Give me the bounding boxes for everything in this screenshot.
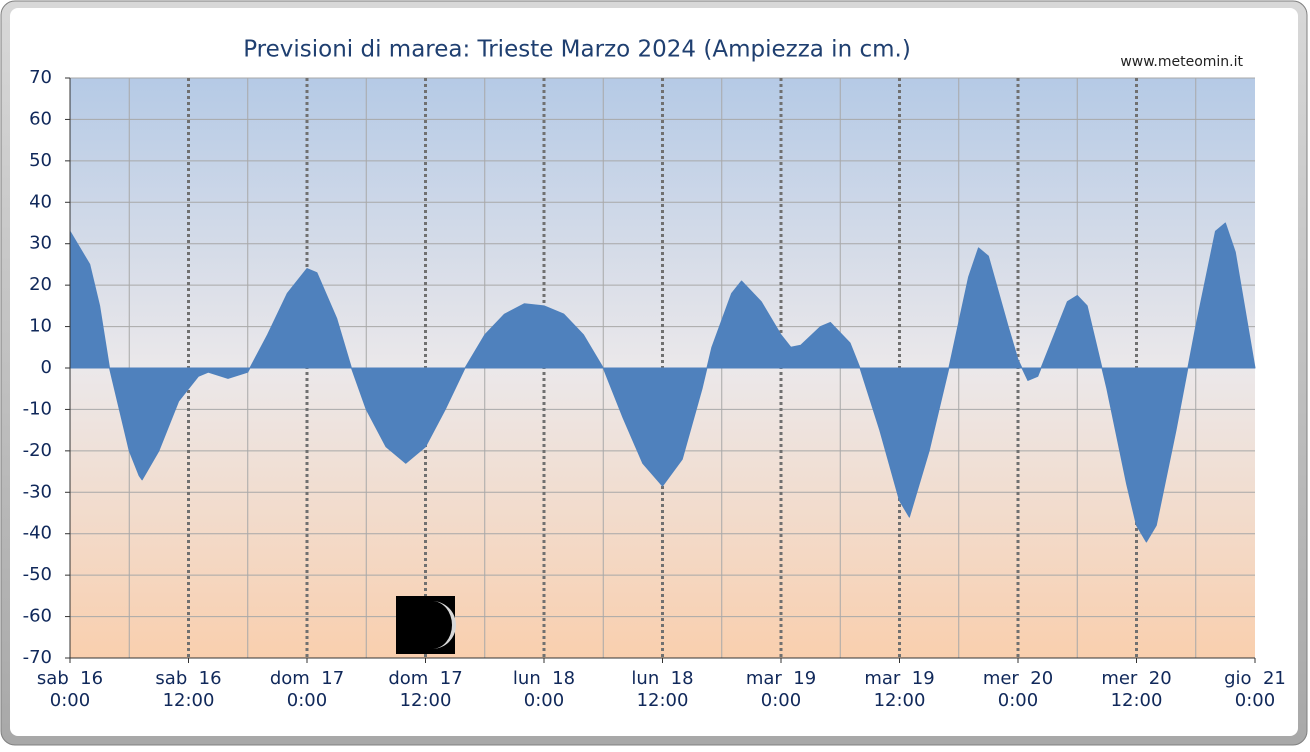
y-tick-label: 30 [29,233,52,254]
x-tick-label: 0:00 [761,690,801,711]
x-tick-label: mar 19 [864,668,934,689]
chart-title: Previsioni di marea: Trieste Marzo 2024 … [243,37,911,63]
y-tick-label: 0 [41,357,52,378]
x-tick-label: sab 16 [37,668,103,689]
x-tick-label: 0:00 [524,690,564,711]
x-tick-label: 12:00 [1111,690,1163,711]
x-tick-label: dom 17 [388,668,462,689]
x-tick-label: 12:00 [163,690,215,711]
x-tick-label: lun 18 [513,668,575,689]
y-tick-label: -10 [23,398,52,419]
x-tick-label: sab 16 [155,668,221,689]
x-tick-label: 12:00 [874,690,926,711]
x-tick-label: mer 20 [1101,668,1171,689]
y-tick-label: 70 [29,67,52,88]
x-tick-label: 0:00 [50,690,90,711]
y-tick-label: 10 [29,316,52,337]
y-tick-label: -20 [23,440,52,461]
y-tick-label: -50 [23,564,52,585]
x-tick-label: 0:00 [1235,690,1275,711]
y-tick-label: -70 [23,647,52,668]
area [69,222,1256,543]
x-tick-label: dom 17 [270,668,344,689]
x-tick-label: mer 20 [983,668,1053,689]
y-tick-label: 60 [29,108,52,129]
moon-icon [396,596,456,654]
watermark: www.meteomin.it [1120,54,1243,70]
y-tick-label: 20 [29,274,52,295]
x-tick-label: 0:00 [287,690,327,711]
y-tick-label: 50 [29,150,52,171]
x-tick-label: 12:00 [637,690,689,711]
x-tick-label: mar 19 [746,668,816,689]
x-tick-label: lun 18 [631,668,693,689]
x-tick-label: gio 21 [1224,668,1286,689]
y-tick-label: -40 [23,523,52,544]
y-tick-label: -30 [23,481,52,502]
y-tick-label: -60 [23,606,52,627]
y-tick-label: 40 [29,191,52,212]
x-tick-label: 0:00 [998,690,1038,711]
x-tick-label: 12:00 [400,690,452,711]
